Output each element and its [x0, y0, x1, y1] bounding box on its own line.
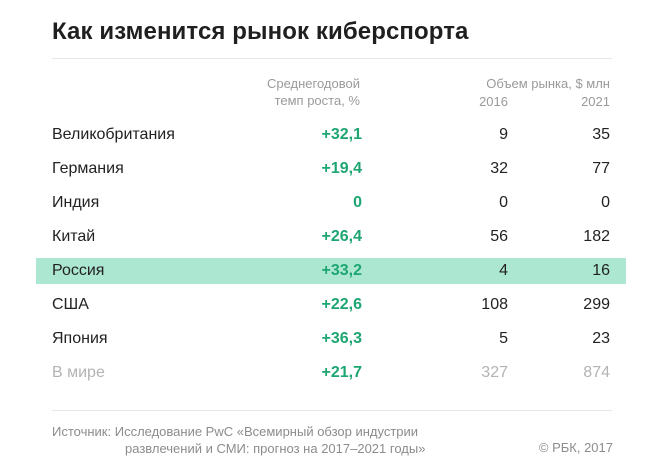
value-2016-cell: 108 [481, 296, 508, 313]
table-row: Великобритания +32,1 9 35 [36, 122, 626, 148]
growth-cell: +19,4 [321, 160, 362, 177]
value-2016-cell: 32 [490, 160, 508, 177]
value-2021-cell: 35 [592, 126, 610, 143]
country-cell: Германия [52, 160, 124, 177]
year-2021-header: 2021 [581, 94, 610, 109]
growth-header-line1: Среднегодовой [266, 76, 360, 91]
growth-column-header: Среднегодовой темп роста, % [200, 75, 360, 109]
table-row: США +22,6 108 299 [36, 292, 626, 318]
value-2021-cell: 16 [592, 262, 610, 279]
growth-cell: 0 [353, 194, 362, 211]
country-cell: Россия [52, 262, 105, 279]
table-row: Россия +33,2 4 16 [36, 258, 626, 284]
source-line1: Источник: Исследование PwC «Всемирный об… [52, 424, 419, 439]
country-cell: Китай [52, 228, 96, 245]
value-2021-cell: 23 [592, 330, 610, 347]
country-cell: Великобритания [52, 126, 175, 143]
growth-cell: +32,1 [321, 126, 362, 143]
value-2016-cell: 56 [490, 228, 508, 245]
growth-cell: +21,7 [321, 364, 362, 381]
growth-cell: +22,6 [321, 296, 362, 313]
value-2021-cell: 299 [583, 296, 610, 313]
growth-cell: +33,2 [321, 262, 362, 279]
source-line2: развлечений и СМИ: прогноз на 2017–2021 … [125, 441, 426, 456]
growth-header-line2: темп роста, % [274, 93, 360, 108]
growth-cell: +36,3 [321, 330, 362, 347]
value-2021-cell: 77 [592, 160, 610, 177]
country-cell: В мире [52, 364, 105, 381]
value-2016-cell: 9 [499, 126, 508, 143]
value-2021-cell: 182 [583, 228, 610, 245]
value-2016-cell: 327 [481, 364, 508, 381]
table-row: Индия 0 0 0 [36, 190, 626, 216]
value-2021-cell: 874 [583, 364, 610, 381]
value-2016-cell: 5 [499, 330, 508, 347]
value-2021-cell: 0 [601, 194, 610, 211]
copyright: © РБК, 2017 [538, 440, 613, 455]
country-cell: Индия [52, 194, 100, 211]
year-2016-header: 2016 [479, 94, 508, 109]
table-row: В мире +21,7 327 874 [36, 360, 626, 386]
source-note: Источник: Исследование PwC «Всемирный об… [52, 423, 492, 457]
footer-divider [52, 410, 612, 411]
page-title: Как изменится рынок киберспорта [52, 18, 469, 45]
table-row: Япония +36,3 5 23 [36, 326, 626, 352]
country-cell: США [52, 296, 89, 313]
growth-cell: +26,4 [321, 228, 362, 245]
table-row: Германия +19,4 32 77 [36, 156, 626, 182]
table-row: Китай +26,4 56 182 [36, 224, 626, 250]
market-size-header: Объем рынка, $ млн [486, 76, 610, 91]
value-2016-cell: 0 [499, 194, 508, 211]
country-cell: Япония [52, 330, 108, 347]
title-divider [52, 58, 612, 59]
value-2016-cell: 4 [499, 262, 508, 279]
